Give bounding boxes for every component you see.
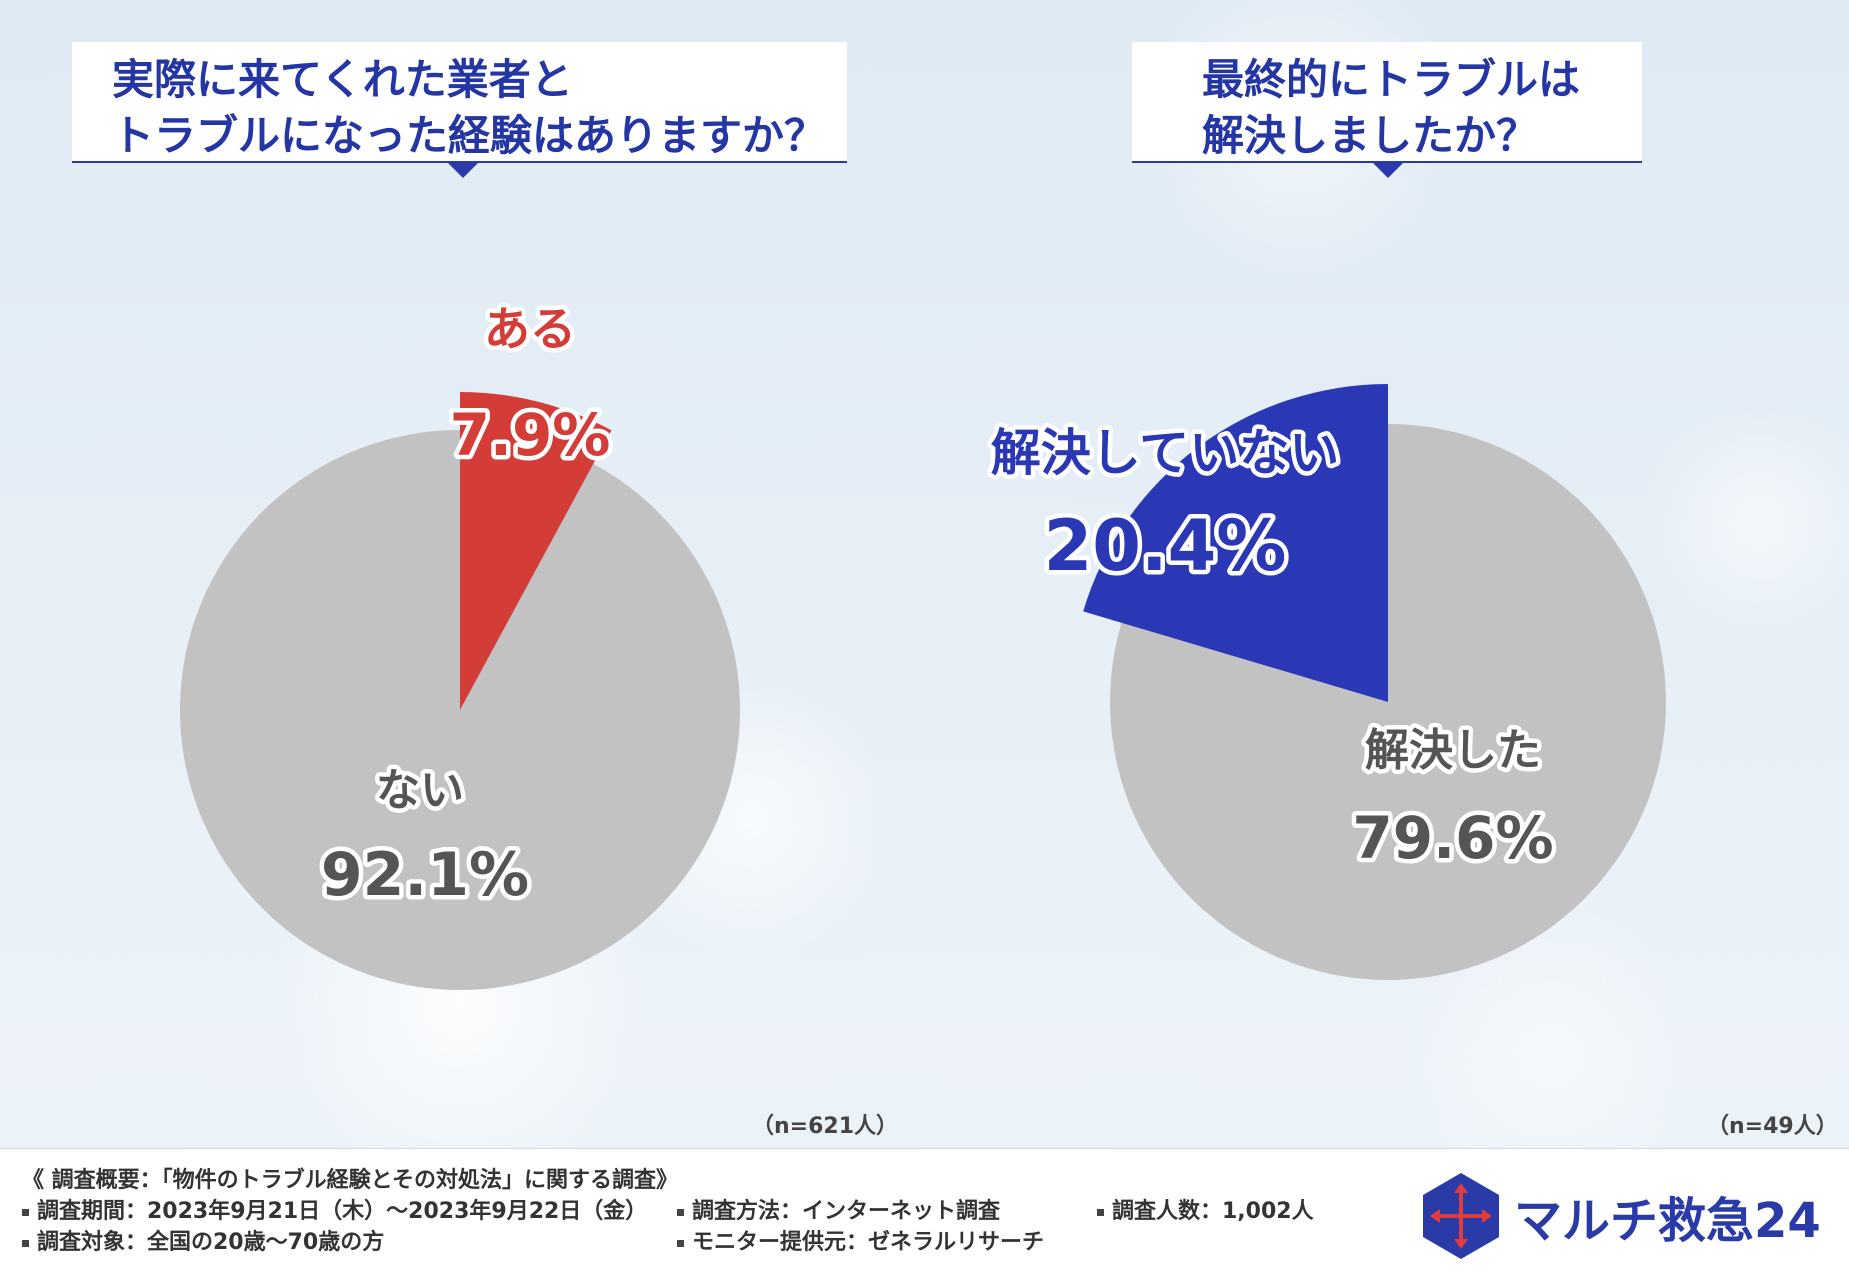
survey-details: 《 調査概要：「物件のトラブル経験とその対処法」に関する調査》 調査期間：202… (22, 1165, 1314, 1258)
survey-row-1: 調査期間：2023年9月21日（木）〜2023年9月22日（金） 調査方法：イン… (22, 1196, 1314, 1227)
left-question-title: 実際に来てくれた業者と トラブルになった経験はありますか？ (72, 42, 847, 178)
bullet-icon (1097, 1208, 1104, 1216)
survey-footer: 《 調査概要：「物件のトラブル経験とその対処法」に関する調査》 調査期間：202… (0, 1148, 1849, 1281)
left-title-pointer (447, 162, 479, 178)
slice-value-label: 20.4% (1044, 505, 1287, 587)
slice-label: ない (376, 765, 464, 816)
right-question-title: 最終的にトラブルは 解決しましたか？ (1132, 42, 1642, 178)
pie-slice-kaiketsu-shita (1109, 424, 1666, 980)
survey-count: 調査人数：1,002人 (1112, 1199, 1314, 1224)
pie-slice-kaiketsu-shiteinai (1083, 384, 1388, 702)
bullet-icon (22, 1208, 29, 1216)
right-question-line2: 解決しましたか？ (1202, 111, 1539, 160)
slice-value-label: 92.1% (321, 840, 529, 910)
brand-name: マルチ救急24 (1514, 1193, 1821, 1249)
slice-label: 解決していない (991, 424, 1340, 482)
survey-period: 調査期間：2023年9月21日（木）〜2023年9月22日（金） (37, 1199, 648, 1224)
brand-logo[interactable]: マルチ救急24 (1420, 1171, 1821, 1261)
bullet-icon (677, 1239, 684, 1247)
bullet-icon (22, 1239, 29, 1247)
survey-target: 調査対象：全国の20歳〜70歳の方 (37, 1230, 385, 1255)
bullet-icon (677, 1208, 684, 1216)
survey-row-2: 調査対象：全国の20歳〜70歳の方 モニター提供元：ゼネラルリサーチ (22, 1227, 1044, 1258)
slice-label: 解決した (1365, 725, 1541, 776)
right-title-pointer (1372, 162, 1404, 178)
survey-summary: 《 調査概要：「物件のトラブル経験とその対処法」に関する調査》 (22, 1168, 679, 1193)
slice-value-label: 79.6% (1352, 804, 1553, 872)
left-question-line1: 実際に来てくれた業者と (112, 55, 573, 104)
slice-value-label: 7.9% (450, 401, 611, 469)
cross-arrows-hexagon-icon (1423, 1173, 1499, 1259)
survey-method: 調査方法：インターネット調査 (692, 1199, 1001, 1224)
right-question-line1: 最終的にトラブルは (1202, 55, 1581, 104)
slice-label: ある (484, 302, 576, 356)
pie-charts: ある 7.9% ない 92.1% 解決していない 20.4% 解決した 79.6% (179, 302, 1666, 990)
pie-slice-aru (460, 392, 612, 710)
left-question-line2: トラブルになった経験はありますか？ (112, 111, 827, 160)
left-sample-size: （n=621人） (752, 1114, 899, 1139)
right-sample-size: （n=49人） (1707, 1114, 1838, 1139)
survey-provider: モニター提供元：ゼネラルリサーチ (692, 1230, 1045, 1255)
pie-slice-nai (179, 430, 740, 990)
